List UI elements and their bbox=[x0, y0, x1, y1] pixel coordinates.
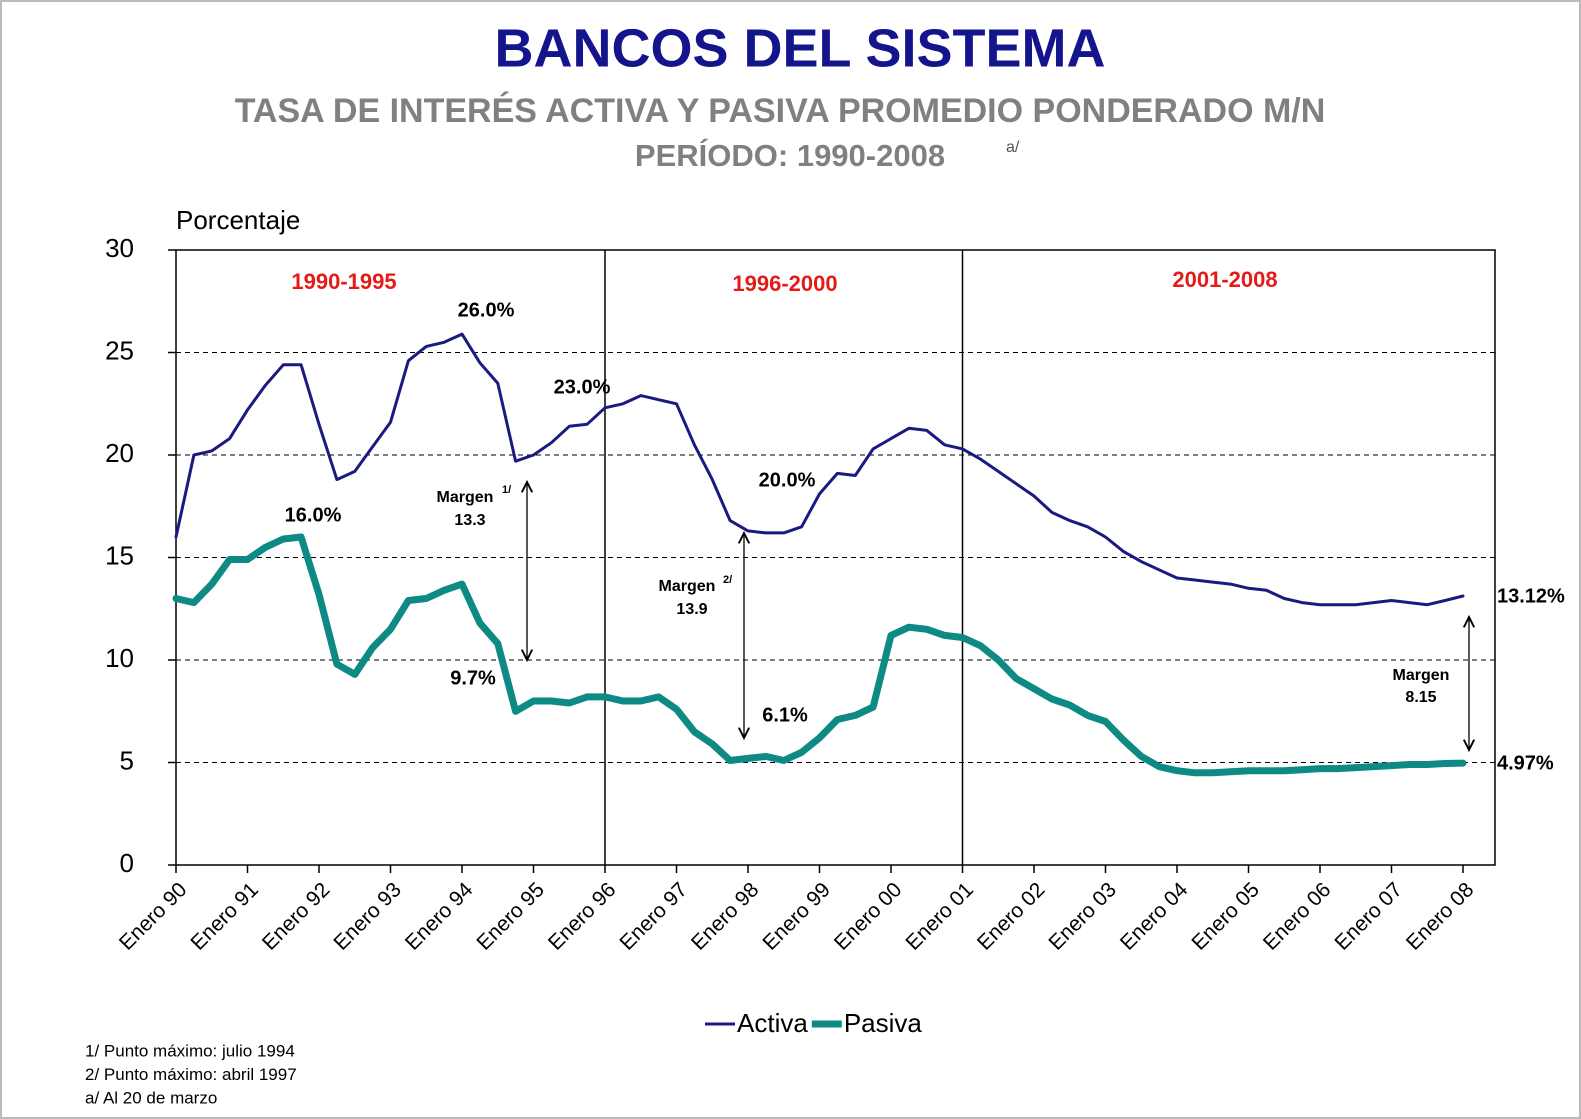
annotation: 23.0% bbox=[554, 376, 611, 398]
y-tick-label: 30 bbox=[105, 233, 134, 263]
margin-note: 2/ bbox=[723, 574, 732, 586]
annotation: 4.97% bbox=[1497, 752, 1554, 774]
series-line bbox=[174, 332, 1465, 607]
y-tick-label: 0 bbox=[120, 848, 134, 878]
y-tick-label: 5 bbox=[120, 745, 134, 775]
annotation: 9.7% bbox=[450, 667, 496, 689]
y-axis-label: Porcentaje bbox=[176, 205, 300, 235]
period-label: 2001-2008 bbox=[1172, 267, 1277, 292]
footnote: 1/ Punto máximo: julio 1994 bbox=[85, 1041, 295, 1060]
annotation: 26.0% bbox=[458, 299, 515, 321]
margin-label: Margen bbox=[437, 489, 494, 506]
period-label: 1990-1995 bbox=[291, 269, 396, 294]
margin-note: 1/ bbox=[502, 484, 511, 496]
period: PERÍODO: 1990-2008 bbox=[635, 138, 945, 173]
margin-value: 13.9 bbox=[676, 601, 707, 618]
margin-label: Margen bbox=[659, 578, 716, 595]
footnote: 2/ Punto máximo: abril 1997 bbox=[85, 1065, 297, 1084]
chart-title: BANCOS DEL SISTEMA bbox=[494, 18, 1105, 78]
y-tick-label: 10 bbox=[105, 643, 134, 673]
period-label: 1996-2000 bbox=[732, 271, 837, 296]
chart-subtitle: TASA DE INTERÉS ACTIVA Y PASIVA PROMEDIO… bbox=[235, 92, 1326, 130]
series-line bbox=[172, 533, 1467, 777]
margin-label: Margen bbox=[1393, 667, 1450, 684]
y-tick-label: 15 bbox=[105, 540, 134, 570]
y-tick-label: 25 bbox=[105, 335, 134, 365]
legend-label: Activa bbox=[737, 1008, 808, 1038]
y-tick-label: 20 bbox=[105, 438, 134, 468]
annotation: 13.12% bbox=[1497, 585, 1565, 607]
margin-value: 8.15 bbox=[1405, 689, 1436, 706]
annotation: 16.0% bbox=[285, 504, 342, 526]
footnote: a/ Al 20 de marzo bbox=[85, 1088, 217, 1107]
period-note: a/ bbox=[1006, 139, 1020, 156]
legend-label: Pasiva bbox=[844, 1008, 923, 1038]
annotation: 20.0% bbox=[759, 469, 816, 491]
annotation: 6.1% bbox=[762, 704, 808, 726]
margin-value: 13.3 bbox=[454, 512, 485, 529]
